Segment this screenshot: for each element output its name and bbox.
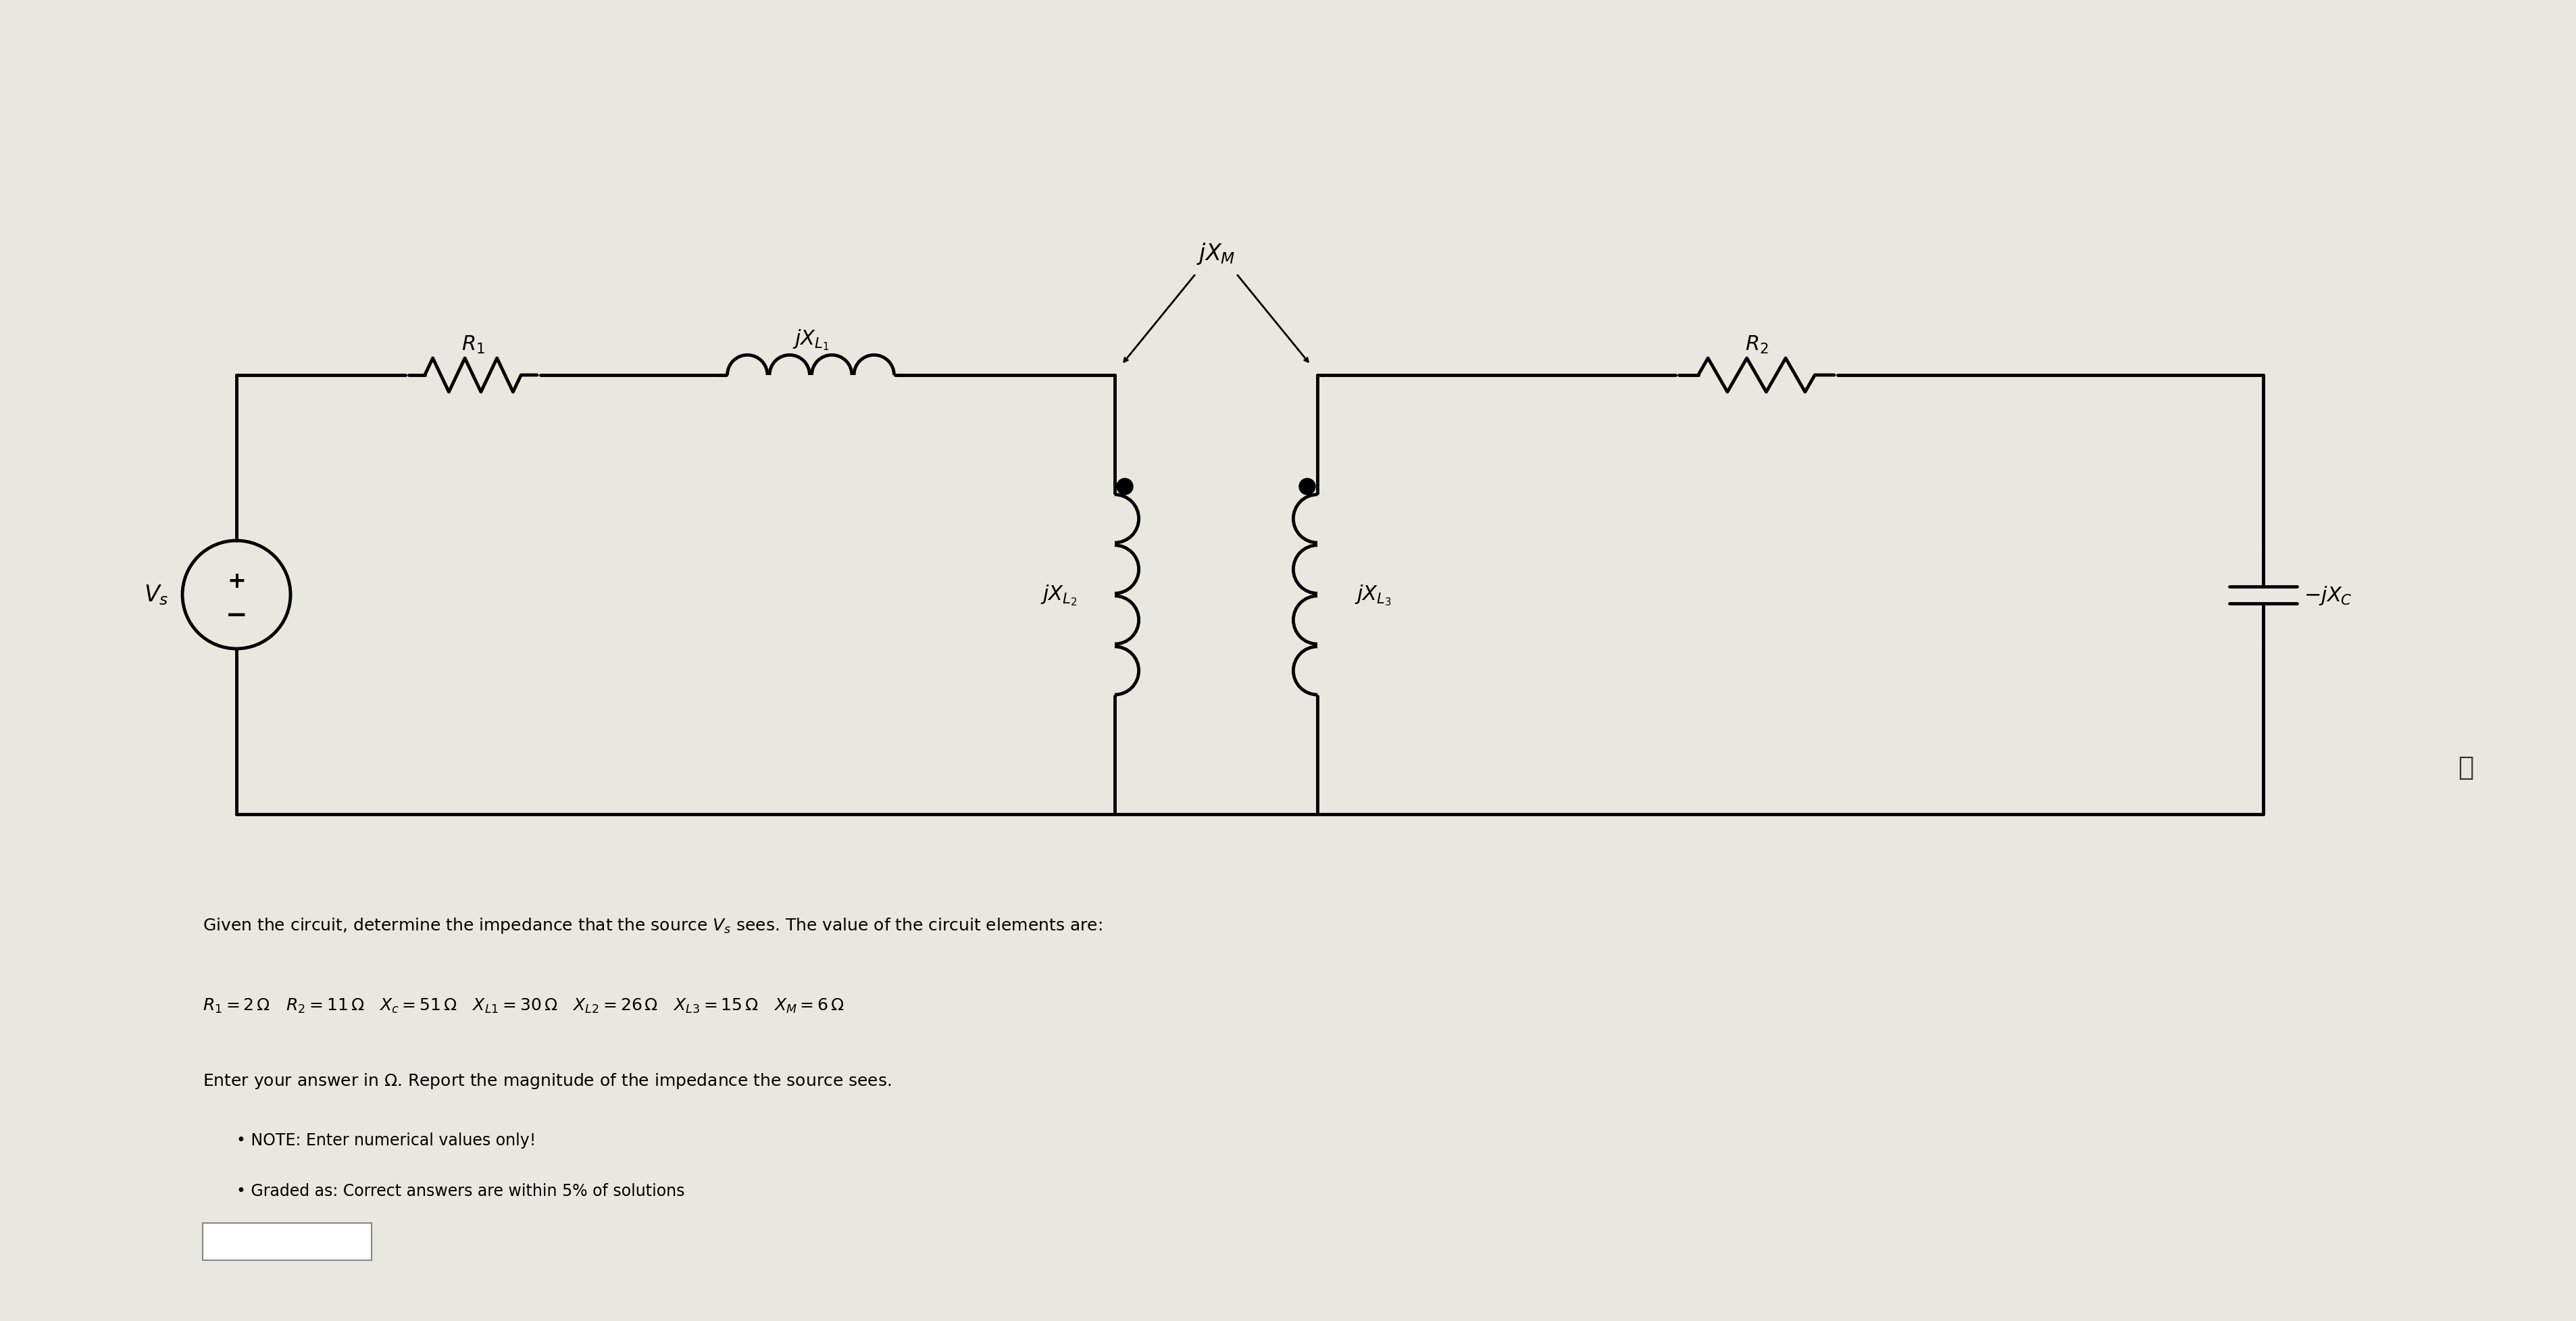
FancyBboxPatch shape xyxy=(204,1223,371,1260)
Text: $jX_M$: $jX_M$ xyxy=(1198,242,1236,267)
Text: $jX_{L_1}$: $jX_{L_1}$ xyxy=(793,328,829,351)
Circle shape xyxy=(1118,478,1133,495)
Text: • NOTE: Enter numerical values only!: • NOTE: Enter numerical values only! xyxy=(237,1132,536,1148)
Text: $R_1$: $R_1$ xyxy=(461,334,484,355)
Text: +: + xyxy=(227,571,245,593)
Text: Enter your answer in $\Omega$. Report the magnitude of the impedance the source : Enter your answer in $\Omega$. Report th… xyxy=(204,1071,891,1090)
Text: $V_s$: $V_s$ xyxy=(144,584,170,606)
Circle shape xyxy=(1298,478,1316,495)
Text: Given the circuit, determine the impedance that the source $V_s$ sees. The value: Given the circuit, determine the impedan… xyxy=(204,915,1103,935)
Text: $jX_{L_3}$: $jX_{L_3}$ xyxy=(1355,583,1391,608)
Text: $R_2$: $R_2$ xyxy=(1744,334,1767,355)
Text: $R_1 = 2\,\Omega\quad R_2 = 11\,\Omega\quad X_c = 51\,\Omega\quad X_{L1} = 30\,\: $R_1 = 2\,\Omega\quad R_2 = 11\,\Omega\q… xyxy=(204,997,845,1015)
Text: ⮡: ⮡ xyxy=(2458,754,2473,779)
Text: $jX_{L_2}$: $jX_{L_2}$ xyxy=(1041,583,1077,608)
Text: • Graded as: Correct answers are within 5% of solutions: • Graded as: Correct answers are within … xyxy=(237,1182,685,1198)
Text: −: − xyxy=(227,602,247,627)
Text: $-jX_C$: $-jX_C$ xyxy=(2303,584,2352,606)
